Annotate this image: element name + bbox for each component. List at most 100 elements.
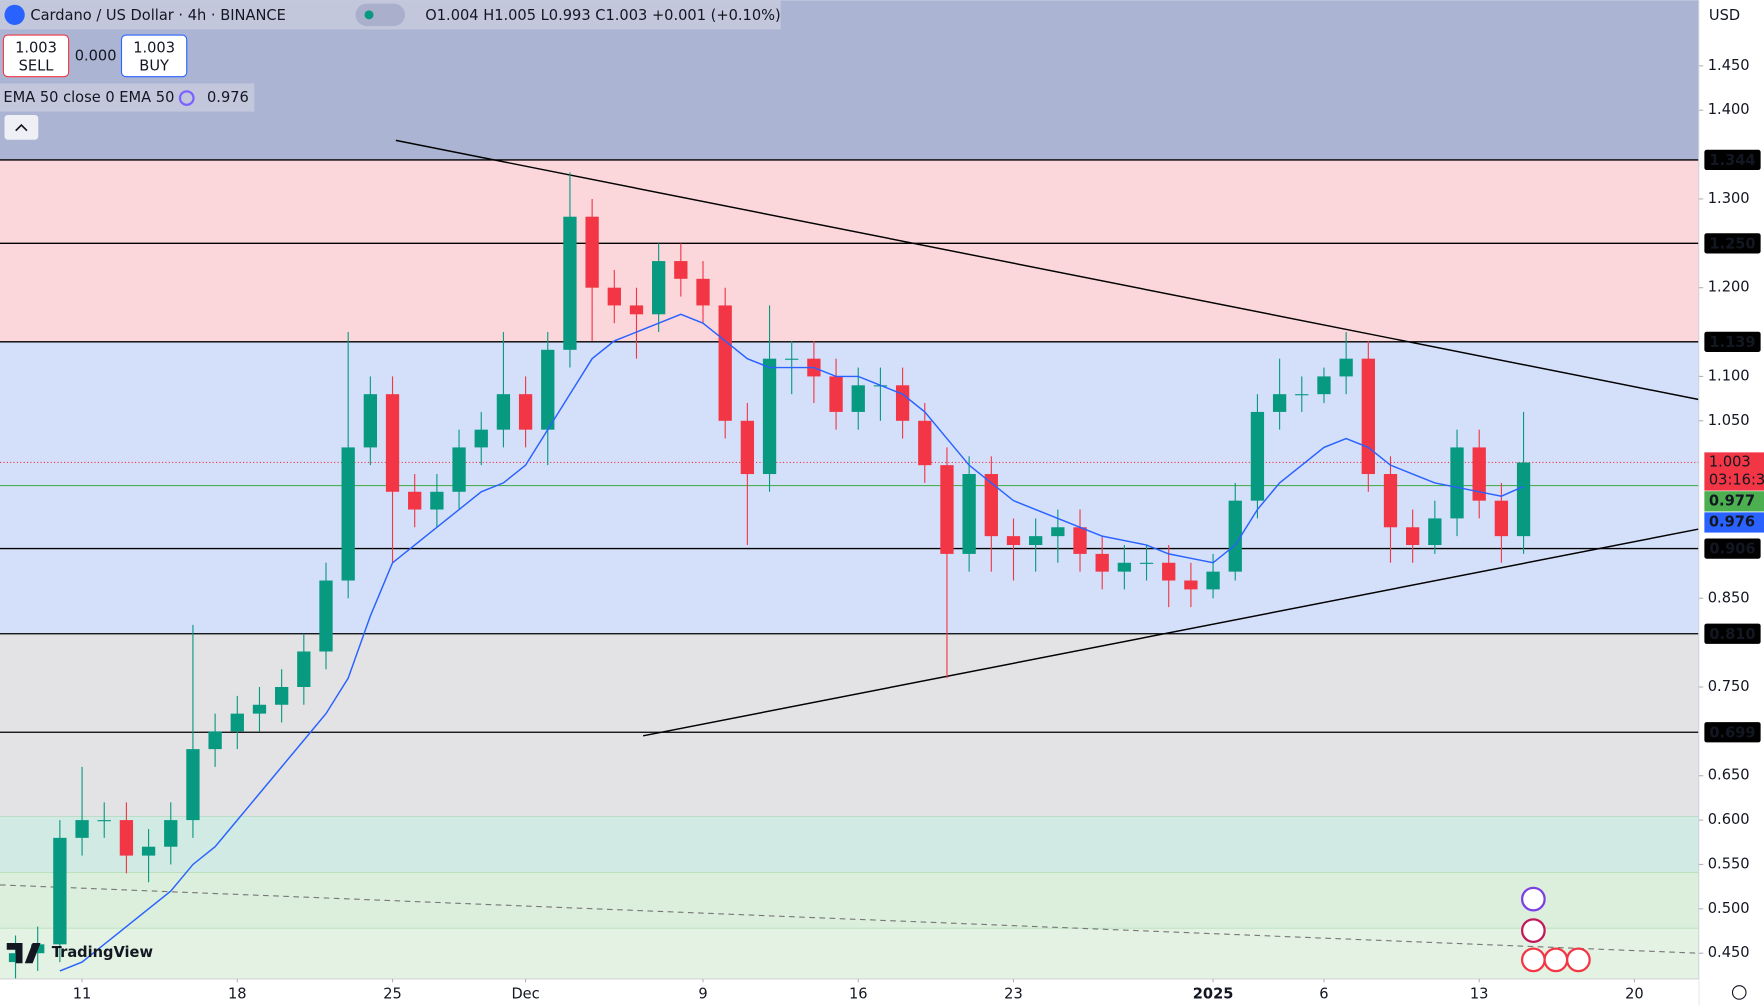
zone	[0, 159, 1699, 342]
x-tick-label: 11	[73, 986, 92, 1003]
indicator-name: EMA 50 close 0 EMA 50	[3, 89, 174, 106]
candle-body	[762, 358, 777, 475]
price-badge-label: 0.977	[1709, 492, 1755, 509]
countdown: 03:16:31	[1709, 471, 1764, 488]
candle-body	[1317, 376, 1331, 395]
candle-body	[1450, 447, 1464, 519]
x-tick-label: 20	[1625, 986, 1644, 1003]
event-icon[interactable]	[1566, 947, 1591, 973]
candle-body	[1516, 462, 1531, 537]
indicator-legend	[0, 83, 255, 112]
candle-body	[895, 385, 910, 421]
candle-body	[119, 820, 134, 856]
level-badge	[1704, 623, 1761, 644]
y-tick-label: 1.400	[1708, 101, 1750, 118]
candle-body	[141, 846, 156, 856]
price-badge	[1704, 512, 1764, 533]
x-tick-label: 6	[1319, 986, 1328, 1003]
buy-button[interactable]	[120, 34, 188, 78]
candle-body	[1051, 527, 1065, 537]
candle-body	[674, 261, 688, 279]
candle-body	[297, 651, 311, 687]
indicator-value: 0.976	[207, 89, 249, 106]
collapse-chevron	[15, 123, 28, 132]
candle-body	[740, 420, 755, 475]
x-tick-label: 13	[1470, 986, 1489, 1003]
candle-body	[785, 358, 799, 360]
candle-body	[652, 261, 666, 315]
level-label: 0.699	[1709, 724, 1755, 741]
candle-body	[252, 704, 267, 714]
level-label: 1.344	[1709, 152, 1755, 169]
y-tick-label: 0.500	[1708, 900, 1750, 917]
candle-body	[629, 305, 644, 315]
candle-body	[230, 713, 244, 732]
x-tick-label: 9	[698, 986, 707, 1003]
zone	[0, 816, 1699, 873]
candle-body	[829, 376, 843, 412]
event-icon[interactable]	[1521, 918, 1546, 943]
candle-body	[940, 465, 954, 554]
candle-body	[75, 820, 89, 838]
candle-body	[186, 749, 200, 821]
candle-body	[1228, 500, 1242, 572]
indicator-icon	[178, 90, 195, 106]
level-badge	[1704, 149, 1761, 171]
price-badge	[1704, 491, 1764, 512]
price-badge-label: 1.003	[1709, 453, 1751, 470]
candle-body	[1095, 553, 1109, 572]
ema-line	[59, 313, 1524, 972]
status-dot	[364, 10, 374, 20]
level-label: 0.810	[1709, 626, 1755, 643]
sell-button[interactable]	[2, 34, 70, 78]
y-tick-label: 1.450	[1708, 57, 1750, 74]
x-tick-label: 25	[383, 986, 402, 1003]
y-tick-label: 0.750	[1708, 678, 1750, 695]
candle-body	[274, 686, 289, 705]
candle-body	[1272, 394, 1287, 412]
level-badge	[1704, 233, 1761, 254]
candle-body	[962, 474, 976, 554]
candle-body	[208, 731, 222, 750]
candle-body	[541, 349, 555, 430]
event-icon[interactable]	[1521, 886, 1546, 912]
currency: USD	[1709, 7, 1740, 24]
candle-body	[1029, 536, 1043, 546]
zone	[0, 633, 1699, 817]
candle-body	[1383, 474, 1398, 528]
candle-body	[474, 429, 488, 448]
settings-icon[interactable]	[1731, 985, 1747, 1000]
zone	[0, 341, 1699, 634]
candle-body	[430, 491, 444, 510]
candle-body	[585, 216, 599, 288]
event-icon[interactable]	[1521, 947, 1546, 973]
level-label: 0.906	[1709, 541, 1755, 558]
ohlc: O1.004 H1.005 L0.993 C1.003 +0.001 (+0.1…	[425, 7, 780, 24]
y-tick-label: 0.600	[1708, 811, 1750, 828]
zone	[0, 872, 1699, 929]
candle-body	[1295, 394, 1309, 396]
status-pill	[355, 3, 405, 27]
candle-body	[363, 394, 378, 448]
candle-body	[696, 278, 710, 306]
event-icon[interactable]	[1543, 947, 1569, 973]
candle-body	[518, 394, 533, 430]
candle-body	[1406, 527, 1420, 546]
candle-body	[164, 820, 178, 847]
candle-body	[1206, 571, 1220, 590]
candle-body	[496, 394, 511, 430]
trendline	[395, 139, 1699, 401]
candle-body	[563, 216, 577, 350]
level-badge	[1704, 538, 1761, 559]
x-tick-label: 2025	[1193, 986, 1234, 1003]
time-axis	[0, 978, 1699, 1005]
candle-body	[1184, 580, 1198, 590]
level-label: 1.139	[1709, 334, 1755, 351]
zone	[0, 928, 1699, 979]
y-tick-label: 1.100	[1708, 367, 1750, 384]
candle-body	[1250, 411, 1265, 501]
candle-body	[319, 580, 333, 652]
collapse-button[interactable]	[4, 114, 39, 140]
candle-body	[452, 447, 466, 492]
